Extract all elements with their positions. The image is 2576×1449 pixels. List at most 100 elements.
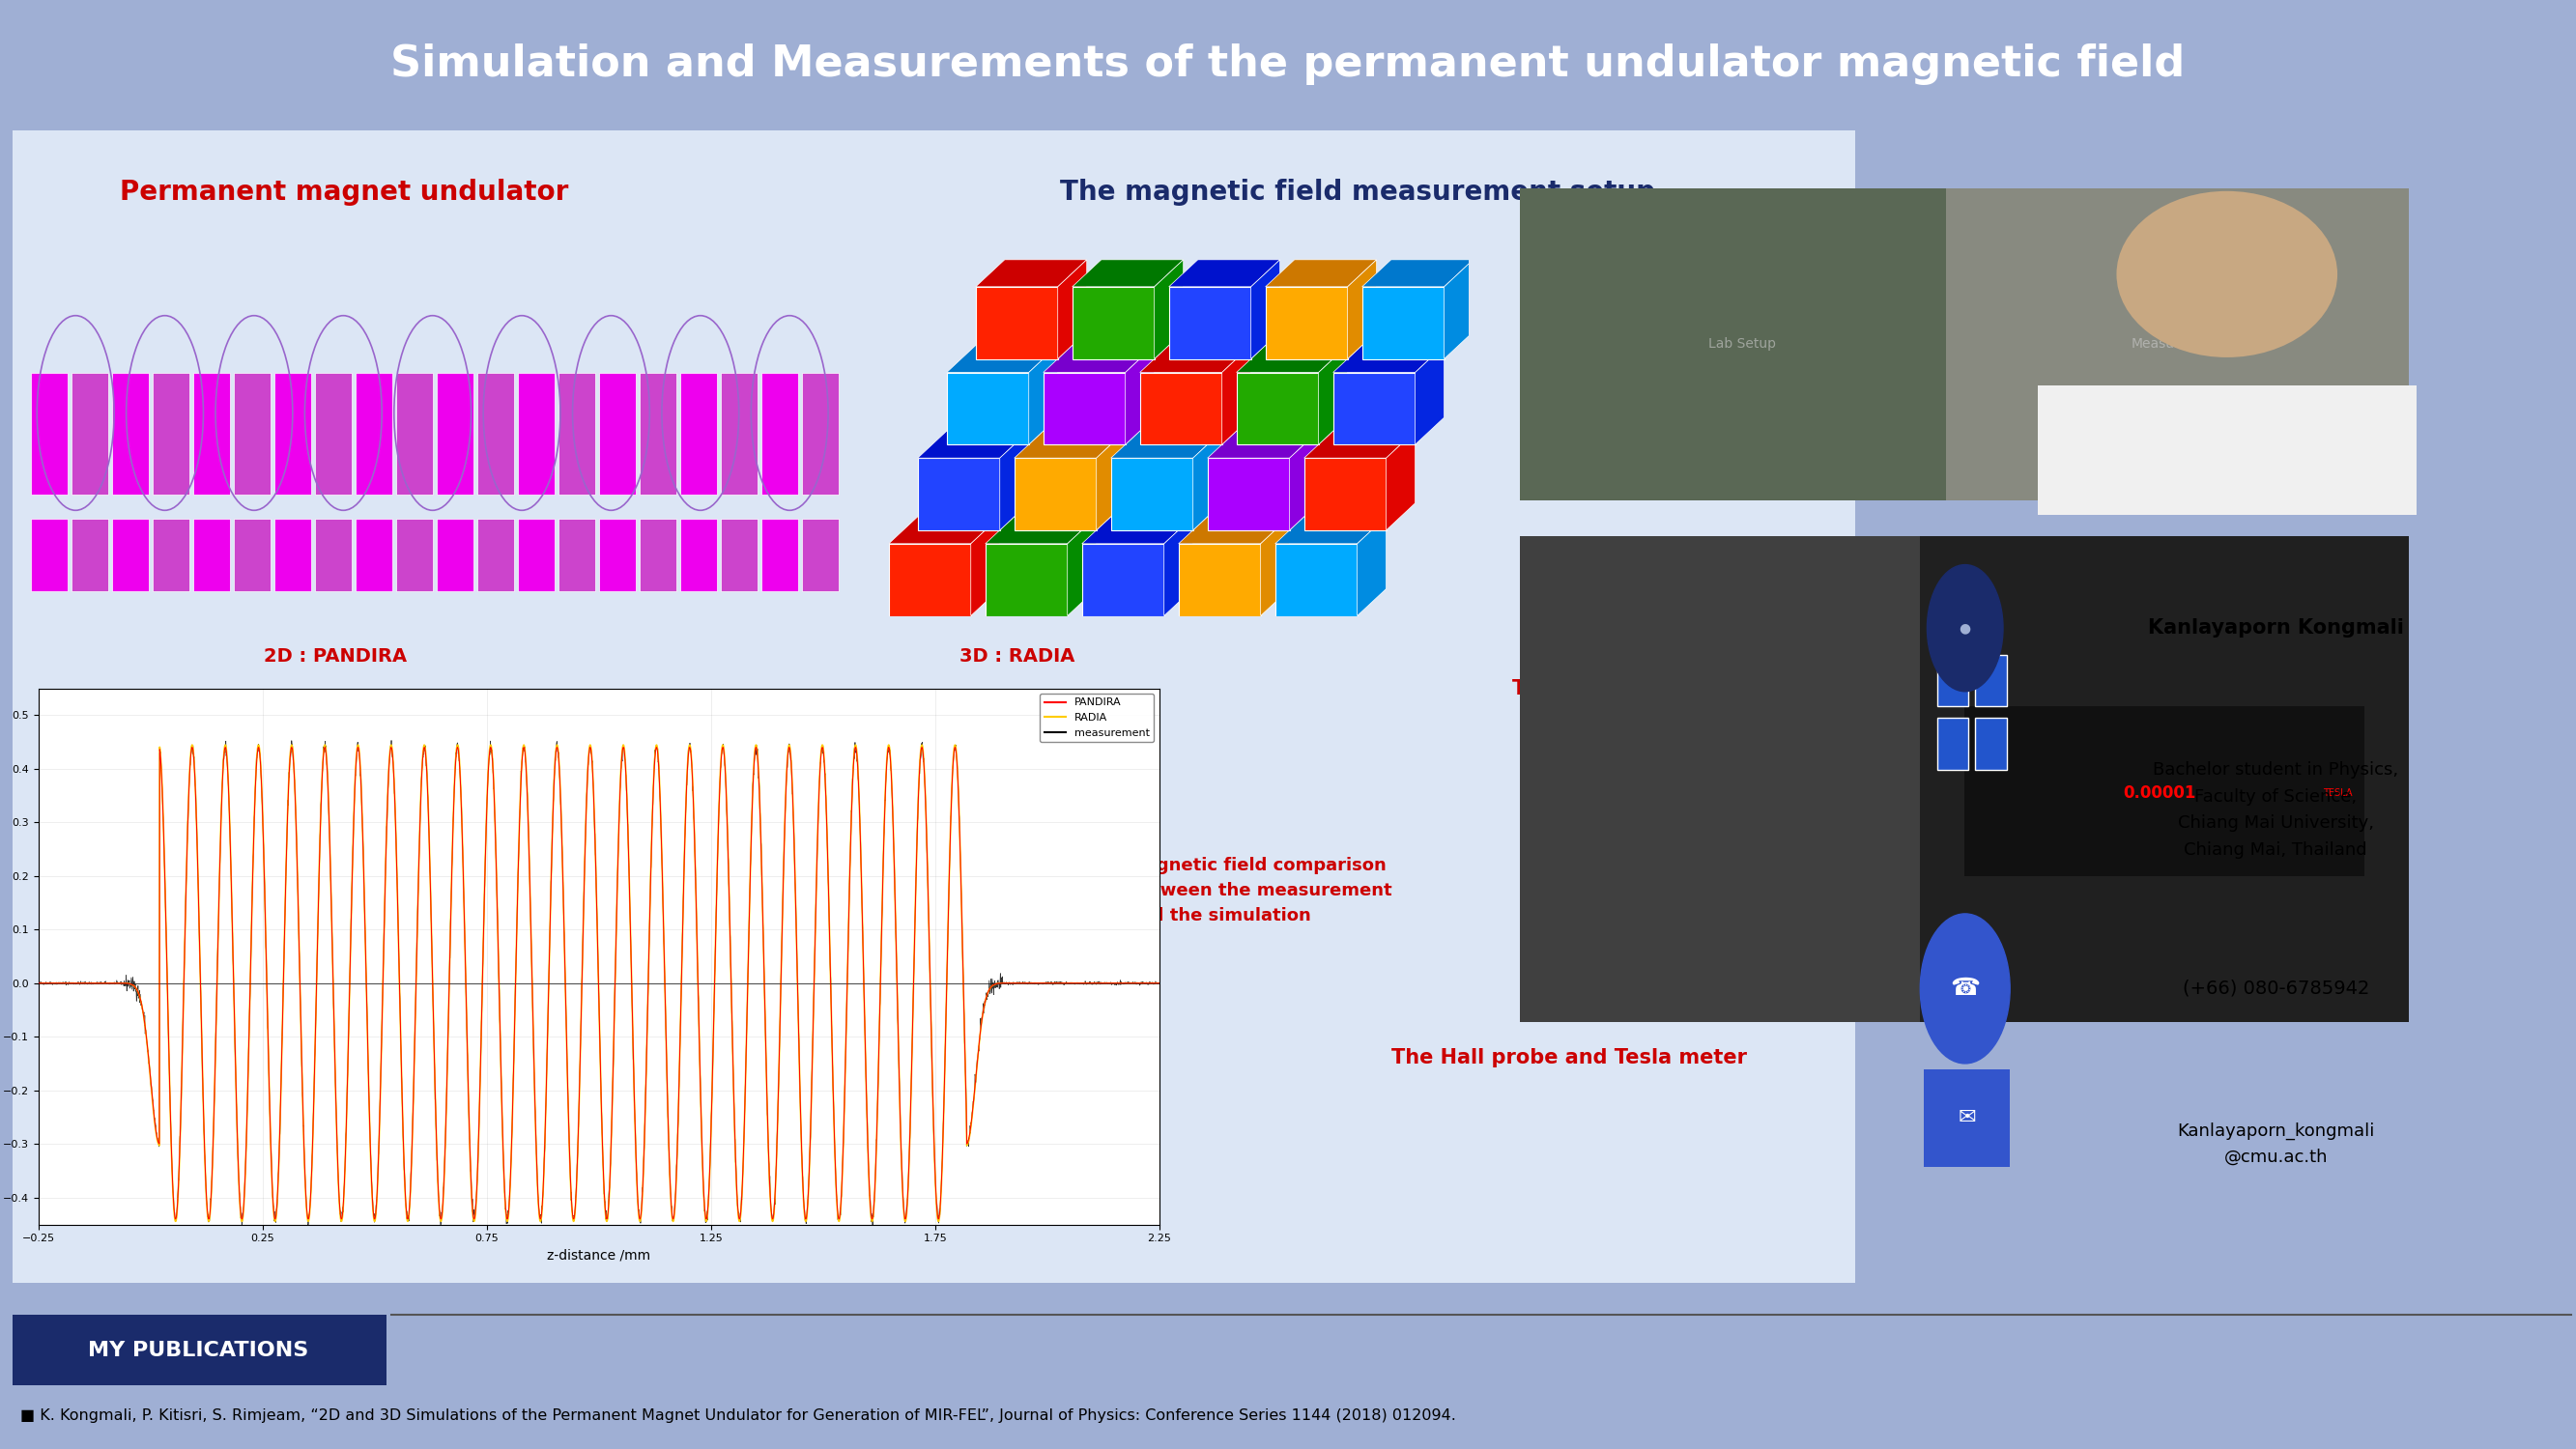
Bar [477,519,513,591]
Bar [193,372,229,494]
measurement [502,881,533,898]
Bar [1303,458,1386,530]
Text: Permanent magnet undulator: Permanent magnet undulator [121,178,569,206]
Bar [721,519,757,591]
Polygon shape [1139,345,1252,372]
Legend: PANDIRA, RADIA, measurement: PANDIRA, RADIA, measurement [1041,694,1154,742]
Bar [1976,655,2007,707]
Polygon shape [971,517,999,616]
Text: The magnetic field measurement setup: The magnetic field measurement setup [1059,178,1654,206]
Text: ●: ● [1960,622,1971,635]
Bar [917,458,999,530]
Bar [113,519,149,591]
PANDIRA [453,1111,484,1129]
Polygon shape [999,430,1028,530]
Bar [762,519,799,591]
Line: measurement: measurement [39,740,1159,1229]
Bar [72,372,108,494]
measurement [376,732,407,749]
Polygon shape [976,259,1087,287]
Bar [598,372,636,494]
Bar [1363,287,1445,359]
measurement [216,951,247,968]
Text: Kanlayaporn_kongmali
@cmu.ac.th: Kanlayaporn_kongmali @cmu.ac.th [2177,1123,2375,1165]
RADIA [152,936,183,953]
Bar [976,287,1059,359]
Polygon shape [1126,345,1154,445]
Bar [1082,543,1164,616]
Bar [314,519,350,591]
PANDIRA [1002,974,1033,991]
Polygon shape [1066,517,1097,616]
Text: Simulation and Measurements of the permanent undulator magnetic field: Simulation and Measurements of the perma… [392,43,2184,84]
PANDIRA [1144,974,1175,991]
FancyBboxPatch shape [1924,1069,2009,1168]
Bar [193,519,229,591]
Polygon shape [1386,430,1414,530]
Polygon shape [1414,345,1445,445]
Bar [1275,543,1358,616]
Bar [559,372,595,494]
Text: Bachelor student in Physics,
Faculty of Science,
Chiang Mai University,
Chiang M: Bachelor student in Physics, Faculty of … [2154,761,2398,859]
PANDIRA [443,739,474,756]
Text: The setup: The setup [1512,680,1625,698]
Text: TESLA: TESLA [2324,788,2352,798]
measurement [453,1114,484,1132]
Bar [1072,287,1154,359]
Bar [1976,717,2007,769]
RADIA [453,1113,484,1130]
Bar [1937,717,1968,769]
Bar [639,372,675,494]
measurement [1144,975,1175,993]
Bar [72,519,108,591]
Bar [355,519,392,591]
Polygon shape [1260,517,1291,616]
Bar [680,519,716,591]
X-axis label: z-distance /mm: z-distance /mm [546,1249,652,1262]
Polygon shape [1236,345,1347,372]
RADIA [216,943,247,961]
Polygon shape [1043,345,1154,372]
Bar [234,519,270,591]
Polygon shape [1028,345,1059,445]
Bar [1334,372,1414,445]
Polygon shape [917,430,1028,458]
Polygon shape [1180,517,1291,543]
Bar [1180,543,1260,616]
measurement [227,1220,258,1237]
PANDIRA [216,945,247,962]
Polygon shape [984,517,1097,543]
Polygon shape [1164,517,1193,616]
Ellipse shape [2117,191,2336,358]
Bar [801,372,837,494]
RADIA [443,736,474,753]
Polygon shape [1059,259,1087,359]
Polygon shape [1319,345,1347,445]
Polygon shape [1252,259,1280,359]
Polygon shape [1154,259,1182,359]
Text: 3D : RADIA: 3D : RADIA [958,648,1074,667]
Text: 2D : PANDIRA: 2D : PANDIRA [263,648,407,667]
Bar [1919,536,2409,1022]
Bar [314,372,350,494]
Polygon shape [1358,517,1386,616]
Circle shape [1919,914,2009,1064]
PANDIRA [502,882,533,900]
Circle shape [1927,565,2004,691]
Text: Kanlayaporn Kongmali: Kanlayaporn Kongmali [2148,619,2403,638]
Text: MY PUBLICATIONS: MY PUBLICATIONS [88,1340,309,1359]
Bar [1947,188,2409,500]
Bar [276,519,312,591]
Text: ☎: ☎ [1950,977,1981,1000]
measurement [152,936,183,953]
Polygon shape [1072,259,1182,287]
Line: PANDIRA: PANDIRA [39,748,1159,1219]
Bar [1937,655,1968,707]
Bar [397,519,433,591]
Bar [152,372,188,494]
Polygon shape [1208,430,1319,458]
Bar [1520,188,1947,500]
Bar [234,372,270,494]
Bar [984,543,1066,616]
PANDIRA [1123,974,1154,991]
